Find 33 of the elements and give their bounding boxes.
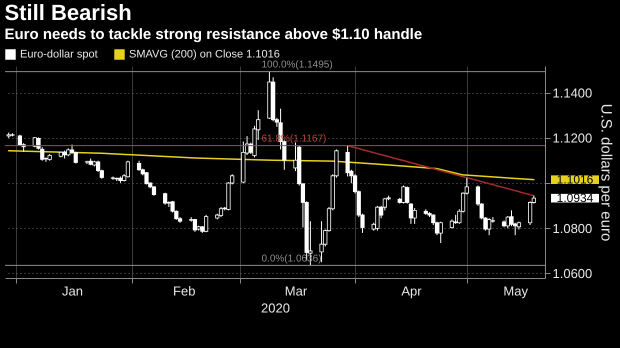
line-series xyxy=(8,150,535,180)
candlestick xyxy=(192,218,198,232)
x-axis-title: 2020 xyxy=(261,300,290,316)
candlestick xyxy=(152,185,156,196)
y-axis-title: U.S. dollars per euro xyxy=(597,104,614,242)
candlestick xyxy=(126,160,130,178)
candlestick xyxy=(319,220,324,263)
x-tick-label: May xyxy=(503,284,528,298)
ref-line-label: 100.0%(1.1495) xyxy=(262,60,333,71)
candlestick xyxy=(163,192,168,206)
candlestick xyxy=(412,208,417,224)
x-tick-label: Mar xyxy=(284,284,308,298)
chart-subtitle: Euro needs to tackle strong resistance above $1.10 handle xyxy=(4,26,422,43)
candlestick xyxy=(204,214,208,233)
candlestick xyxy=(450,218,454,229)
x-tick-label: Feb xyxy=(173,284,196,298)
candlestick xyxy=(438,221,443,244)
candlestick xyxy=(136,160,142,172)
y-tick-label: 1.1400 xyxy=(552,86,592,101)
candlestick xyxy=(218,206,224,218)
legend-label: Euro-dollar spot xyxy=(20,48,98,61)
legend-label: SMAVG (200) on Close 1.1016 xyxy=(129,48,280,61)
y-tick-label: 1.0600 xyxy=(552,266,592,281)
y-tick-label: 1.0800 xyxy=(552,220,592,236)
y-tick-label: 1.1200 xyxy=(552,130,592,146)
candlestick xyxy=(375,205,380,232)
x-tick-label: Apr xyxy=(401,284,422,298)
candlestick xyxy=(144,172,149,185)
chart-title: Still Bearish xyxy=(4,0,132,25)
candlestick xyxy=(487,218,492,236)
annotation: 1.1016 xyxy=(556,172,594,187)
x-tick-label: Jan xyxy=(62,284,84,298)
annotation: 1.0934 xyxy=(556,191,594,206)
